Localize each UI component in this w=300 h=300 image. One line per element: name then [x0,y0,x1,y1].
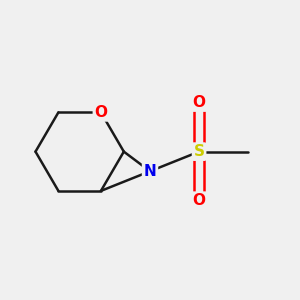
Text: O: O [94,105,107,120]
Text: O: O [193,193,206,208]
Text: S: S [194,144,205,159]
Text: O: O [193,95,206,110]
Text: N: N [144,164,156,179]
